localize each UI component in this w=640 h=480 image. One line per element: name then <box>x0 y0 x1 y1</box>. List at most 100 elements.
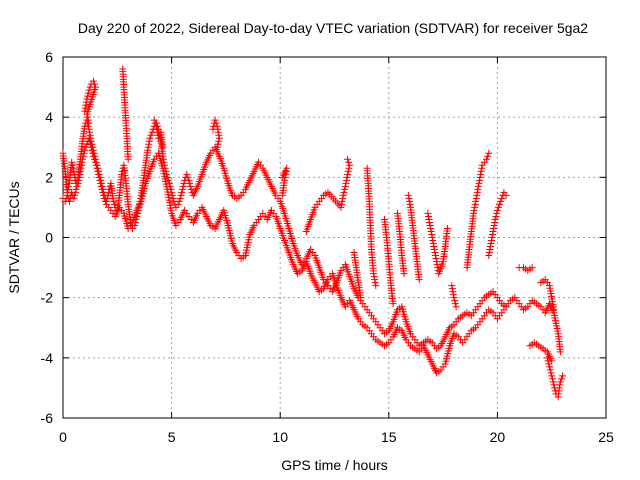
secondary-trace-point <box>74 179 82 187</box>
spikes-point <box>341 185 349 193</box>
spikes-point <box>406 200 414 208</box>
main-trace-point <box>178 185 186 193</box>
spikes-point <box>155 134 163 142</box>
gridlines <box>63 57 606 418</box>
spikes-point <box>548 375 556 383</box>
spikes-point <box>371 276 379 284</box>
spikes-point <box>489 227 497 235</box>
spikes-point <box>476 173 484 181</box>
main-trace-point <box>184 173 192 181</box>
spikes-point <box>491 215 499 223</box>
secondary-trace-point <box>71 188 79 196</box>
spikes-point <box>490 224 498 232</box>
spikes-point <box>124 155 132 163</box>
secondary-trace-point <box>96 176 104 184</box>
spikes-point <box>470 206 478 214</box>
spikes-point <box>214 140 222 148</box>
spikes-point <box>496 200 504 208</box>
x-tick-label: 25 <box>598 429 614 445</box>
spikes-point <box>485 252 493 260</box>
spikes-point <box>474 182 482 190</box>
secondary-trace-point <box>97 182 105 190</box>
main-trace-point <box>86 131 94 139</box>
spikes-point <box>471 203 479 211</box>
main-trace-point <box>185 176 193 184</box>
spikes-point <box>545 360 553 368</box>
spikes-point <box>433 261 441 269</box>
spikes-point <box>213 122 221 130</box>
spikes-point <box>472 194 480 202</box>
spikes-point <box>371 279 379 287</box>
secondary-trace-point <box>101 197 109 205</box>
main-trace-point <box>168 191 176 199</box>
spikes-point <box>405 194 413 202</box>
main-trace-point <box>69 164 77 172</box>
secondary-trace-point <box>76 167 84 175</box>
spikes-point <box>493 209 501 217</box>
secondary-trace-point <box>87 143 95 151</box>
spikes-point <box>343 173 351 181</box>
spikes-point <box>85 86 93 94</box>
spikes-point <box>89 77 97 85</box>
spikes-point <box>428 230 436 238</box>
spikes-point <box>344 155 352 163</box>
spikes-point <box>485 249 493 257</box>
spikes-point <box>489 230 497 238</box>
spikes-point <box>342 176 350 184</box>
main-trace-point <box>145 140 153 148</box>
secondary-trace-point <box>76 170 84 178</box>
secondary-trace-point <box>92 158 100 166</box>
main-trace-point <box>175 197 183 205</box>
spikes-point <box>431 252 439 260</box>
spikes-point <box>473 188 481 196</box>
spikes-point <box>472 197 480 205</box>
spikes-point <box>430 246 438 254</box>
y-axis-title: SDTVAR / TECUs <box>6 181 22 293</box>
spikes-point <box>415 276 423 284</box>
spikes-point <box>84 92 92 100</box>
spikes-point <box>370 273 378 281</box>
spikes-point <box>424 209 432 217</box>
spikes-point <box>556 381 564 389</box>
main-trace-point <box>556 348 564 356</box>
spikes-point <box>544 357 552 365</box>
spikes-point <box>84 116 92 124</box>
spikes-point <box>492 212 500 220</box>
main-trace-point <box>187 185 195 193</box>
spikes-point <box>339 191 347 199</box>
main-trace-point <box>68 161 76 169</box>
main-trace-point <box>109 194 117 202</box>
secondary-trace-point <box>85 134 93 142</box>
spikes-point <box>449 288 457 296</box>
spikes-point <box>424 212 432 220</box>
chart-title: Day 220 of 2022, Sidereal Day-to-day VTE… <box>78 20 588 36</box>
spikes-point <box>389 300 397 308</box>
spikes-point <box>338 200 346 208</box>
spikes-point <box>493 206 501 214</box>
spikes-point <box>150 116 158 124</box>
spikes-point <box>475 179 483 187</box>
main-trace-point <box>84 122 92 130</box>
y-tick-label: 2 <box>45 169 53 185</box>
spikes-point <box>497 197 505 205</box>
spikes-point <box>426 221 434 229</box>
main-trace-point <box>110 197 118 205</box>
spikes-point <box>449 291 457 299</box>
secondary-trace-point <box>87 140 95 148</box>
spikes-point <box>471 200 479 208</box>
secondary-trace-point <box>73 182 81 190</box>
secondary-trace-point <box>72 185 80 193</box>
spikes-point <box>282 167 290 175</box>
secondary-trace-point <box>77 164 85 172</box>
spikes-point <box>429 237 437 245</box>
spikes-point <box>487 240 495 248</box>
spikes-point <box>357 294 365 302</box>
main-trace-point <box>183 170 191 178</box>
main-trace-point <box>145 137 153 145</box>
y-tick-label: -6 <box>41 410 54 426</box>
spikes-point <box>484 152 492 160</box>
secondary-trace-point <box>89 152 97 160</box>
y-tick-label: 4 <box>45 109 53 125</box>
spikes-point <box>159 143 167 151</box>
